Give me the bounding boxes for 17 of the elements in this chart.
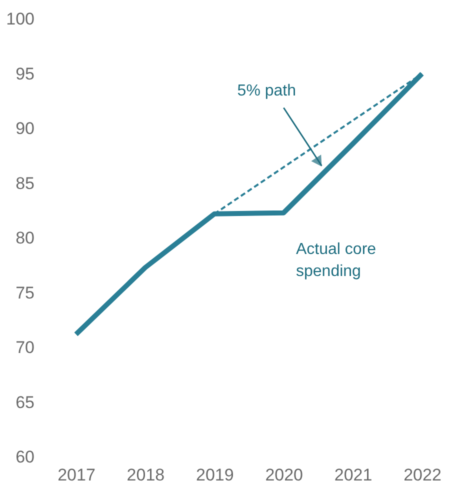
- x-tick-label: 2021: [334, 466, 372, 484]
- x-tick-label: 2022: [404, 466, 442, 484]
- y-tick-label: 85: [16, 174, 34, 193]
- y-tick-label: 80: [16, 228, 34, 248]
- y-tick-label: 65: [16, 392, 34, 412]
- y-tick-label: 90: [16, 119, 34, 138]
- y-tick-label: 70: [16, 338, 34, 357]
- annotation: Actual core spending: [296, 241, 376, 280]
- y-tick-label: 60: [16, 448, 34, 466]
- annotation: 5% path: [237, 82, 296, 100]
- y-tick-label: 100: [6, 10, 34, 28]
- x-tick-label: 2018: [126, 466, 165, 484]
- y-tick-label: 75: [16, 283, 34, 302]
- y-tick-label: 95: [16, 64, 34, 84]
- x-tick-label: 2019: [196, 466, 234, 484]
- x-tick-label: 2017: [58, 466, 96, 484]
- x-tick-label: 2020: [265, 466, 304, 484]
